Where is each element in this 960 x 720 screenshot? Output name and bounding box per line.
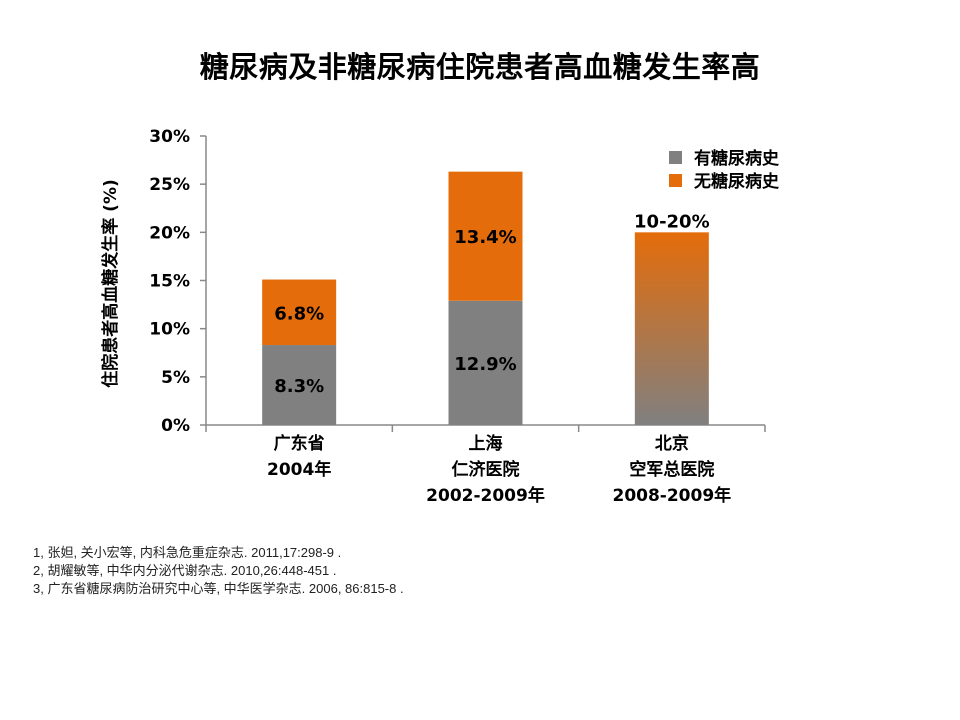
y-tick-label: 20% [149, 223, 190, 243]
y-tick-label: 30% [149, 127, 190, 147]
y-tick-label: 5% [161, 368, 190, 388]
x-category-label: 北京 [655, 433, 689, 454]
y-tick-label: 25% [149, 175, 190, 195]
x-category-label: 2002-2009年 [426, 485, 545, 506]
data-label: 6.8% [274, 303, 324, 324]
legend-label: 有糖尿病史 [694, 148, 780, 169]
bar-segment [448, 300, 523, 425]
y-axis-label: 住院患者高血糖发生率 (%) [100, 179, 121, 388]
x-category-label: 广东省 [274, 433, 325, 454]
x-category-label: 空军总医院 [629, 459, 714, 480]
bar-segment [448, 171, 523, 301]
y-tick-label: 10% [149, 320, 190, 340]
y-tick-label: 0% [161, 416, 190, 436]
reference-item: 3, 广东省糖尿病防治研究中心等, 中华医学杂志. 2006, 86:815-8… [33, 581, 404, 596]
reference-item: 2, 胡耀敏等, 中华内分泌代谢杂志. 2010,26:448-451 . [33, 563, 337, 578]
x-category-label: 2004年 [267, 459, 331, 480]
reference-item: 1, 张妲, 关小宏等, 内科急危重症杂志. 2011,17:298-9 . [33, 545, 342, 560]
data-label: 12.9% [454, 354, 516, 375]
range-label: 10-20% [634, 211, 710, 232]
data-label: 13.4% [454, 227, 516, 248]
x-category-label: 仁济医院 [452, 459, 520, 480]
legend-swatch [669, 174, 682, 187]
bar-segment [262, 279, 337, 346]
y-tick-label: 15% [149, 272, 190, 292]
stacked-bar-chart: 0% 5% 10% 15% 20% 25% 30% 住院患者高血糖发生率 (%) 广东省 200… [100, 127, 780, 506]
legend-swatch [669, 151, 682, 164]
x-category-label: 上海 [469, 433, 503, 454]
references: 1, 张妲, 关小宏等, 内科急危重症杂志. 2011,17:298-9 . 2… [33, 544, 404, 598]
data-label: 8.3% [274, 376, 324, 397]
range-bar [634, 232, 709, 425]
legend-label: 无糖尿病史 [693, 171, 780, 192]
x-category-label: 2008-2009年 [612, 485, 731, 506]
page-title: 糖尿病及非糖尿病住院患者高血糖发生率高 [199, 50, 761, 84]
bar-segment [262, 345, 337, 425]
